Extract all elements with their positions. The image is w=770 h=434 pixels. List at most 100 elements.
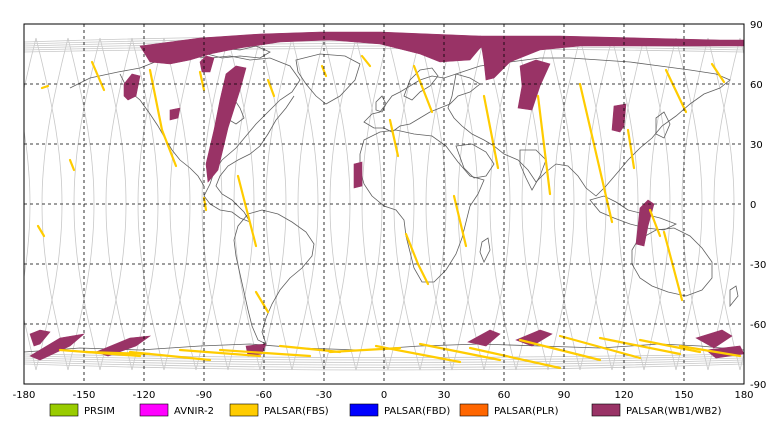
x-tick-label: -150	[73, 390, 96, 401]
orbit-track	[163, 37, 191, 371]
x-tick-labels: -180 -150 -120 -90 -60 -30 0 30 60 90 120 150 180	[13, 390, 754, 401]
orbit-track	[585, 37, 613, 371]
coast-se-asia-islands	[589, 195, 677, 231]
fbs-track	[266, 78, 276, 98]
legend-swatch	[459, 403, 489, 417]
y-tick-label: 30	[750, 140, 763, 151]
wb-swath	[123, 73, 141, 101]
fbs-track	[360, 54, 372, 68]
fbs-track	[412, 64, 434, 114]
fbs-track	[626, 128, 636, 170]
lat-lon-grid	[24, 24, 744, 384]
fbs-track	[416, 262, 430, 286]
coast-africa	[359, 129, 485, 283]
fbs-track	[178, 348, 262, 358]
wb-swath	[95, 335, 152, 357]
fbs-track	[388, 118, 400, 158]
orbit-track	[24, 355, 744, 361]
wb-swath	[29, 333, 86, 361]
fbs-track	[558, 334, 642, 360]
wb-swath	[29, 329, 51, 347]
fbs-track	[482, 94, 500, 170]
fbs-track	[236, 174, 258, 248]
legend-label: PALSAR(FBD)	[384, 406, 450, 417]
y-tick-label: -30	[750, 260, 766, 271]
x-tick-label: -120	[133, 390, 156, 401]
coast-australia	[631, 227, 713, 297]
fbs-track	[648, 208, 662, 238]
fbs-track	[40, 84, 50, 90]
x-tick-label: 0	[381, 390, 387, 401]
orbit-track	[489, 37, 517, 371]
fbs-track	[218, 348, 312, 358]
orbit-track	[105, 37, 133, 371]
fbs-track	[160, 128, 178, 168]
fbs-track	[598, 336, 682, 356]
orbit-track	[393, 37, 421, 371]
x-tick-label: -30	[316, 390, 332, 401]
orbit-track	[643, 37, 671, 371]
legend-item: AVNIR-2	[139, 403, 214, 417]
legend-label: PRSIM	[84, 406, 115, 417]
orbit-track	[67, 37, 95, 371]
fbs-track	[662, 230, 684, 302]
wb-swath	[479, 35, 744, 81]
coast-arabia	[455, 143, 495, 179]
orbit-track	[24, 363, 744, 371]
x-tick-label: -60	[256, 390, 272, 401]
y-tick-label: 90	[750, 20, 763, 31]
coast-madagascar	[479, 237, 491, 263]
legend-label: PALSAR(WB1/WB2)	[626, 406, 722, 417]
legend-item: PALSAR(PLR)	[459, 403, 559, 417]
wb-swath	[695, 329, 733, 349]
y-tick-labels: 90 60 30 0 -30 -60 -90	[750, 20, 766, 391]
y-tick-label: -60	[750, 320, 766, 331]
coast-nz	[729, 285, 739, 308]
legend-item: PALSAR(FBS)	[229, 403, 329, 417]
fbs-track	[710, 62, 726, 84]
y-tick-label: -90	[750, 380, 766, 391]
fbs-track	[638, 338, 702, 354]
x-tick-label: 120	[614, 390, 633, 401]
legend-swatch	[229, 403, 259, 417]
wb-swath	[139, 31, 502, 65]
palsar-wb-swaths	[29, 31, 744, 361]
fbs-track	[536, 94, 552, 196]
fbs-track	[254, 290, 270, 314]
fbs-track	[148, 68, 164, 132]
fbs-track	[678, 344, 742, 358]
orbit-track	[681, 37, 709, 371]
fbs-track	[68, 158, 76, 172]
fbs-track	[90, 60, 106, 92]
coast-scandinavia	[403, 67, 439, 101]
x-tick-label: 30	[438, 390, 451, 401]
fbs-track	[404, 232, 420, 266]
legend: PRSIM AVNIR-2 PALSAR(FBS) PALSAR(FBD) PALSAR…	[49, 403, 722, 417]
x-tick-label: 150	[674, 390, 693, 401]
fbs-track	[518, 338, 602, 362]
y-tick-label: 60	[750, 80, 763, 91]
legend-item: PALSAR(FBD)	[349, 403, 450, 417]
fbs-track	[320, 64, 328, 78]
coast-japan	[655, 111, 671, 139]
wb-swath	[205, 65, 247, 183]
x-tick-label: 60	[498, 390, 511, 401]
wb-swath	[199, 55, 215, 73]
wb-swath	[467, 329, 501, 347]
coast-south-america	[233, 209, 315, 345]
x-tick-label: -90	[196, 390, 212, 401]
fbs-track	[418, 342, 502, 362]
legend-swatch	[349, 403, 379, 417]
orbit-track	[24, 359, 744, 366]
fbs-track	[374, 344, 462, 364]
fbs-track	[278, 344, 342, 354]
fbs-track	[468, 346, 562, 370]
plot-frame	[23, 23, 745, 385]
orbit-track	[24, 45, 744, 51]
coast-india	[519, 149, 547, 191]
orbit-track	[0, 38, 4, 370]
legend-swatch	[139, 403, 169, 417]
fbs-track	[578, 82, 614, 224]
